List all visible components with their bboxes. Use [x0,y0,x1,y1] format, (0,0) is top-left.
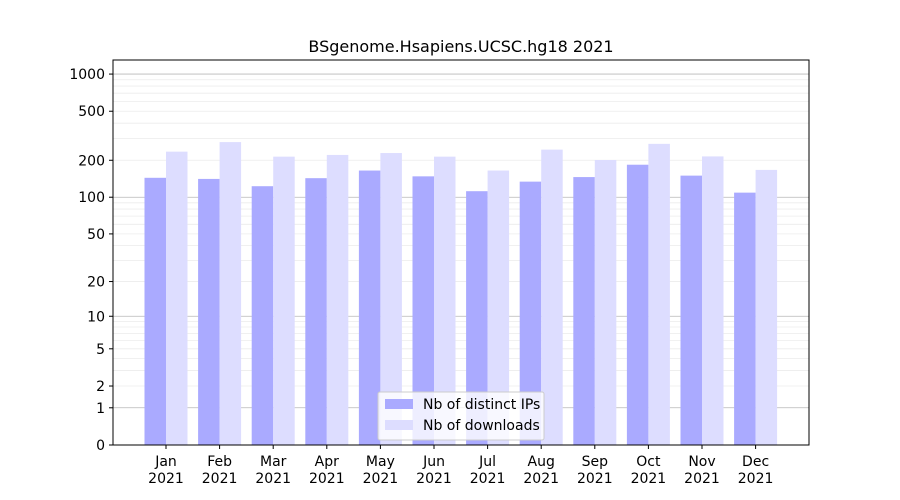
bar-distinct-ips [251,186,274,445]
bar-distinct-ips [734,192,756,445]
x-tick-label: Aug [528,454,555,470]
legend-box [377,391,545,441]
x-tick-label: Mar [260,454,287,470]
x-tick-label: Feb [207,454,232,470]
bar-distinct-ips [358,170,381,445]
x-tick-label: 2021 [523,471,559,487]
bar-distinct-ips [466,191,488,445]
legend-swatch-distinct-ips [385,399,413,409]
x-tick-label: Jan [154,454,177,470]
bar-distinct-ips [680,175,702,446]
x-tick-label: 2021 [738,471,774,487]
chart-title: BSgenome.Hsapiens.UCSC.hg18 2021 [308,37,613,56]
x-tick-label: Jul [478,454,496,470]
y-tick-label: 1 [96,401,105,417]
x-tick-label: 2021 [470,471,506,487]
bar-downloads [434,156,456,446]
legend-label-distinct-ips: Nb of distinct IPs [423,397,540,413]
legend: Nb of distinct IPs Nb of downloads [377,391,545,441]
bar-downloads [541,149,563,445]
bar-distinct-ips [573,177,595,446]
x-tick-label: 2021 [631,471,667,487]
x-axis-ticks: Jan2021Feb2021Mar2021Apr2021May2021Jun20… [148,445,773,487]
x-tick-label: Oct [636,454,661,470]
legend-swatch-downloads [385,420,413,430]
bar-distinct-ips [198,178,220,445]
x-tick-label: 2021 [577,471,613,487]
y-tick-label: 50 [87,227,105,243]
bar-downloads [702,156,724,446]
bar-downloads [166,151,188,445]
x-tick-label: 2021 [363,471,399,487]
x-tick-label: 2021 [309,471,345,487]
bar-distinct-ips [519,181,542,445]
x-tick-label: 2021 [684,471,720,487]
x-tick-label: 2021 [416,471,452,487]
y-tick-label: 0 [96,438,105,454]
bars [144,142,778,446]
bar-distinct-ips [412,176,434,445]
y-tick-label: 100 [78,190,105,206]
y-tick-label: 5 [96,342,105,358]
x-tick-label: Nov [688,454,715,470]
x-tick-label: Sep [582,454,609,470]
bar-distinct-ips [305,178,327,445]
bar-downloads [648,143,670,446]
bar-downloads [594,160,617,445]
bar-downloads [380,153,402,445]
y-tick-label: 20 [87,275,105,291]
x-tick-label: Jun [422,454,445,470]
y-tick-label: 200 [78,153,105,169]
y-tick-label: 10 [87,309,105,325]
legend-label-downloads: Nb of downloads [423,418,540,434]
x-tick-label: 2021 [255,471,291,487]
x-tick-label: Apr [315,454,339,470]
bar-downloads [273,156,295,446]
bar-downloads [219,142,242,445]
bar-downloads [755,169,778,445]
y-tick-label: 2 [96,379,105,395]
bar-downloads [326,154,349,445]
x-tick-label: 2021 [148,471,184,487]
bar-distinct-ips [144,177,166,445]
x-tick-label: 2021 [202,471,238,487]
y-axis-ticks: 0 1 2 5 10 20 50 100 200 500 1000 [69,67,113,454]
bar-downloads [487,170,510,445]
x-tick-label: May [366,454,395,470]
y-tick-label: 1000 [69,67,105,83]
plot-frame [112,59,810,446]
x-tick-label: Dec [742,454,769,470]
y-tick-label: 500 [78,104,105,120]
bar-distinct-ips [626,164,649,446]
